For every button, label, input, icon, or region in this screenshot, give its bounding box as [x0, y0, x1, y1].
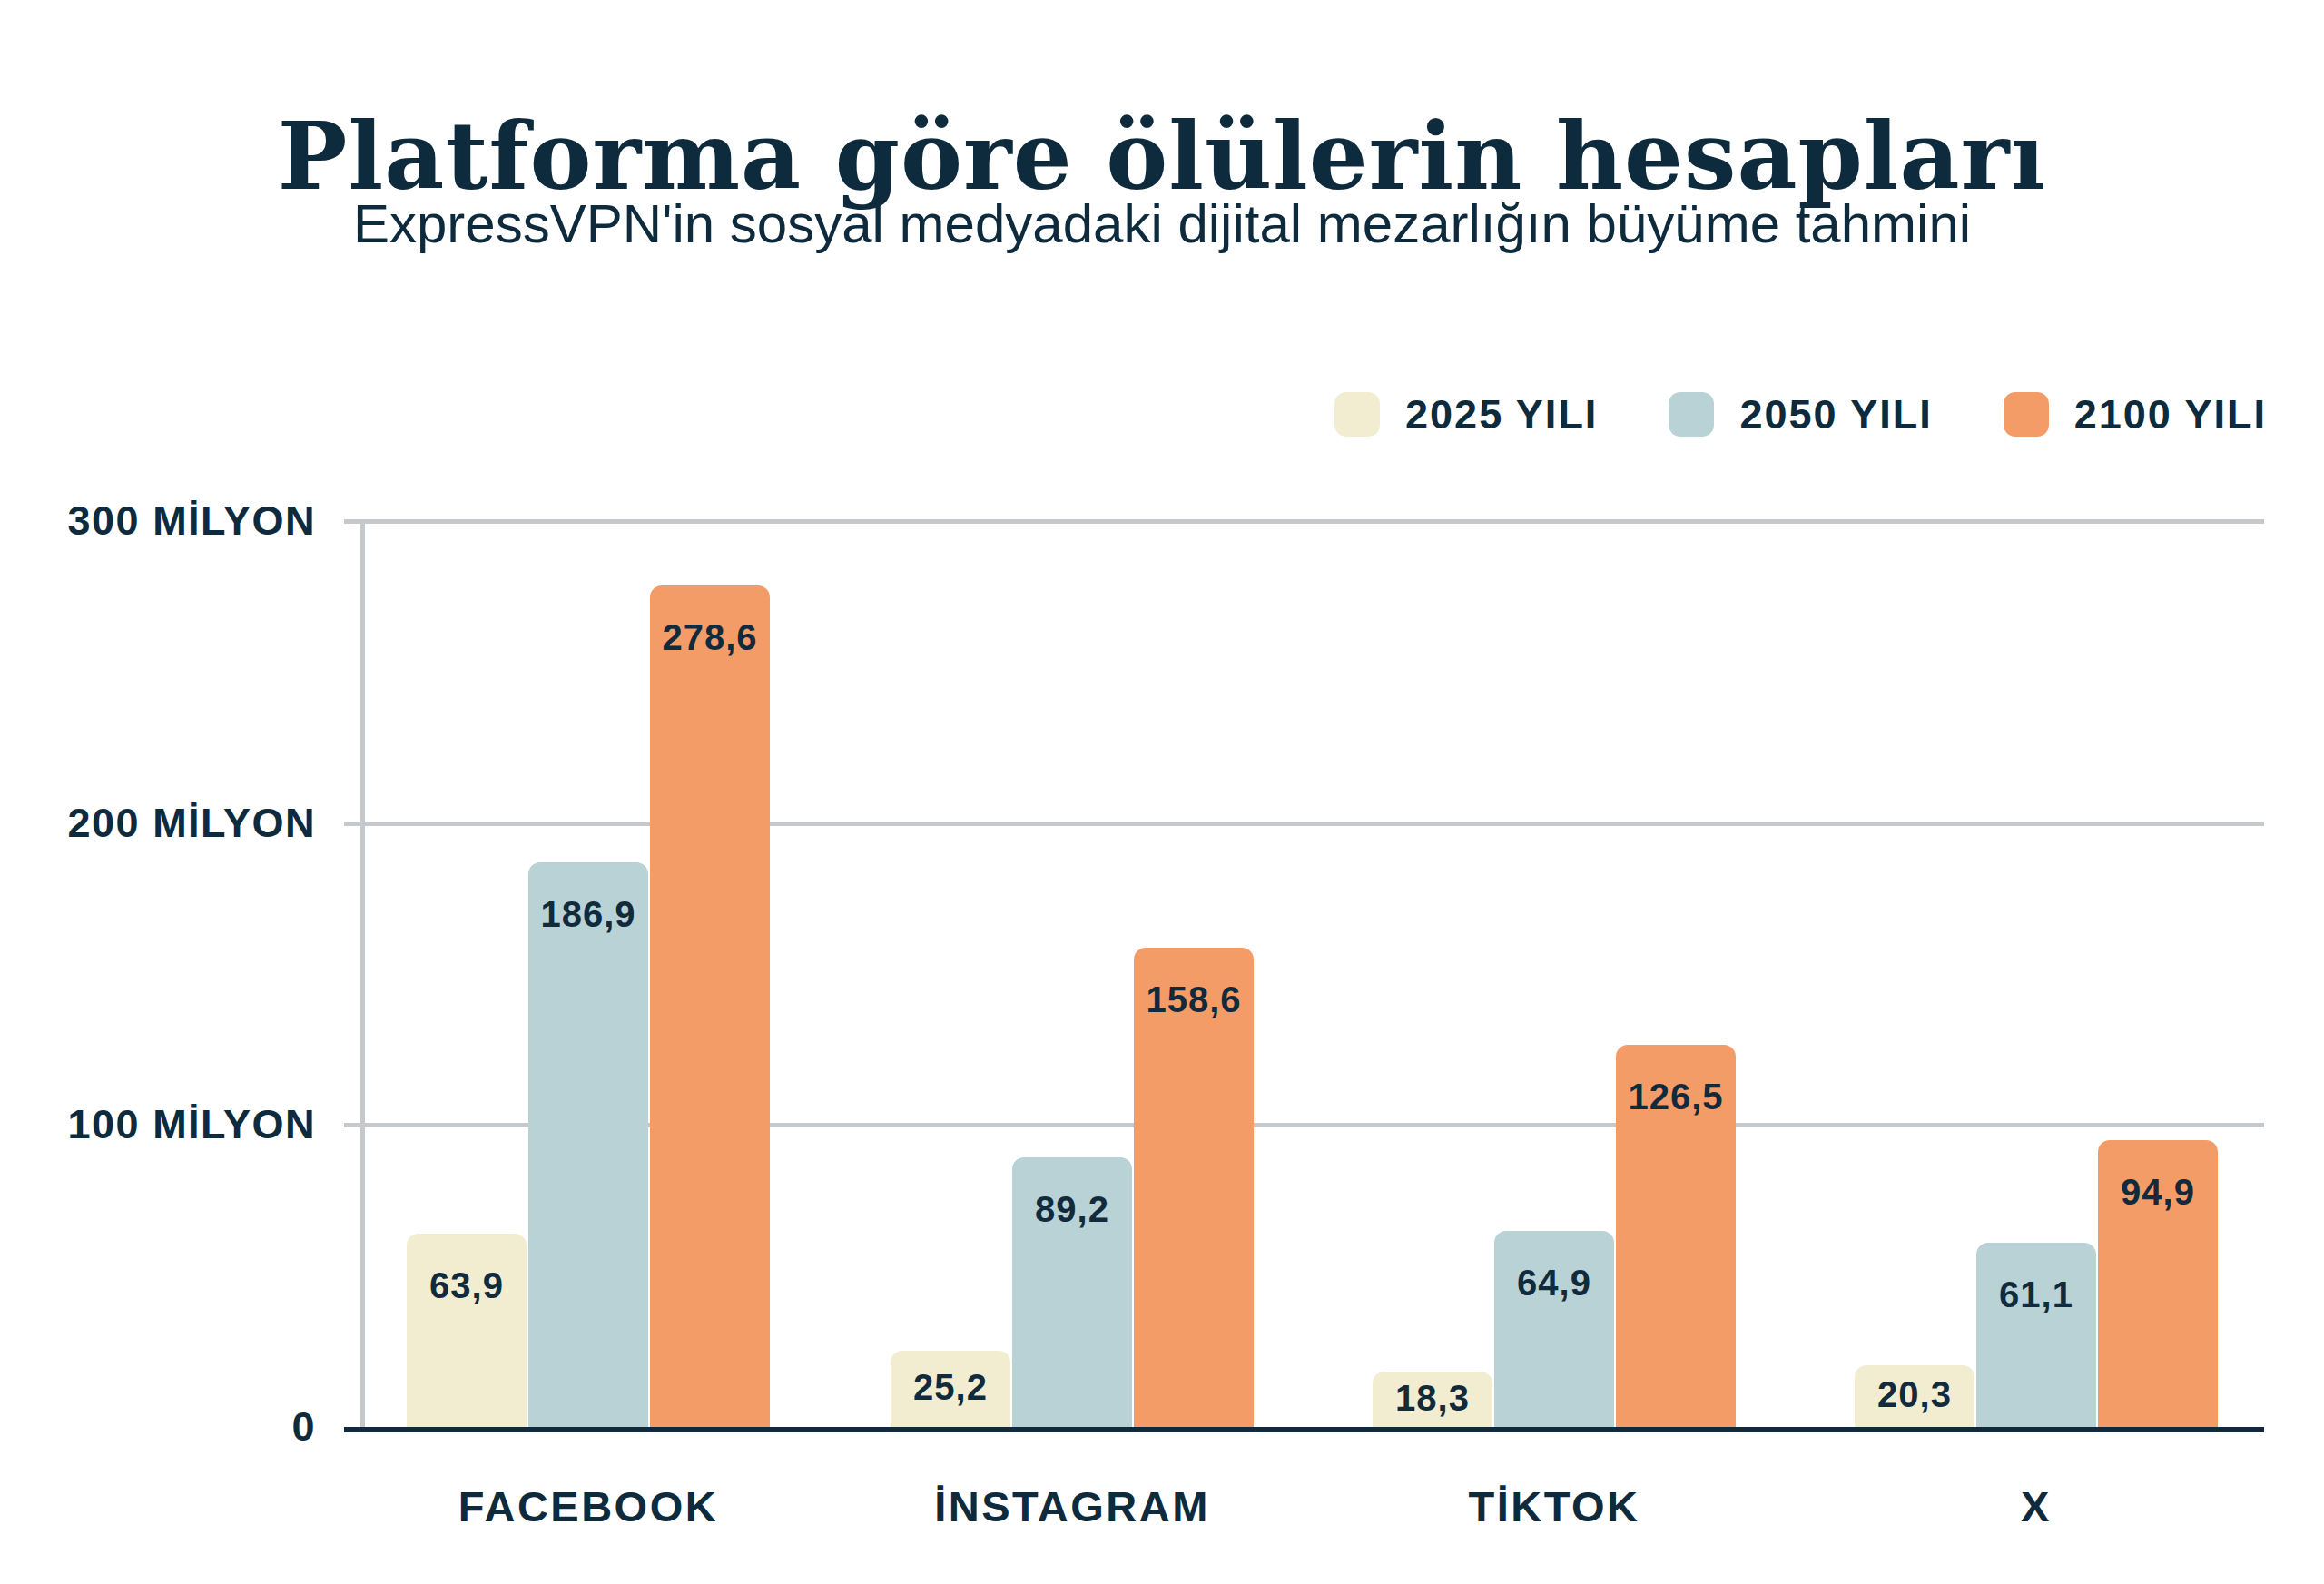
- bar-value-label: 126,5: [1616, 1078, 1736, 1115]
- gridline-200: [344, 822, 2264, 826]
- bar-value-label: 63,9: [407, 1267, 527, 1304]
- bar-2025-i̇nstagram: 25,2: [891, 1351, 1010, 1427]
- bar-value-label: 25,2: [891, 1369, 1010, 1405]
- bar-2025-ti̇ktok: 18,3: [1373, 1372, 1492, 1427]
- bar-2100-i̇nstagram: 158,6: [1134, 948, 1254, 1427]
- bar-2050-i̇nstagram: 89,2: [1012, 1157, 1132, 1427]
- bar-value-label: 186,9: [528, 896, 648, 932]
- bar-value-label: 158,6: [1134, 981, 1254, 1018]
- y-axis-tick-label: 100 MİLYON: [0, 1104, 316, 1146]
- bar-value-label: 18,3: [1373, 1380, 1492, 1416]
- x-axis-category-label: FACEBOOK: [458, 1485, 718, 1528]
- bar-value-label: 64,9: [1494, 1264, 1614, 1301]
- x-axis-category-label: X: [2021, 1485, 2052, 1528]
- bar-2025-x: 20,3: [1855, 1365, 1974, 1427]
- x-axis-category-label: İNSTAGRAM: [934, 1485, 1210, 1528]
- dead-accounts-by-platform-chart: Platforma göre ölülerin hesapları Expres…: [0, 0, 2324, 1584]
- bar-2100-x: 94,9: [2098, 1140, 2218, 1427]
- y-axis-tick-label: 300 MİLYON: [0, 500, 316, 542]
- y-axis-tick-label: 200 MİLYON: [0, 802, 316, 844]
- bar-value-label: 89,2: [1012, 1191, 1132, 1227]
- x-axis-category-label: TİKTOK: [1468, 1485, 1640, 1528]
- bar-value-label: 20,3: [1855, 1376, 1974, 1412]
- bar-2100-facebook: 278,6: [650, 585, 770, 1427]
- bar-2050-ti̇ktok: 64,9: [1494, 1231, 1614, 1427]
- bar-value-label: 278,6: [650, 619, 770, 655]
- bar-2050-facebook: 186,9: [528, 862, 648, 1427]
- y-axis-tick-label: 0: [0, 1406, 316, 1448]
- x-axis-baseline: [344, 1427, 2264, 1432]
- gridline-300: [344, 519, 2264, 524]
- bar-2100-ti̇ktok: 126,5: [1616, 1045, 1736, 1427]
- y-axis-line: [360, 521, 365, 1427]
- bar-2050-x: 61,1: [1976, 1243, 2096, 1427]
- bar-value-label: 61,1: [1976, 1276, 2096, 1313]
- plot-area: 300 MİLYON 200 MİLYON 100 MİLYON 0 63,9 186,9…: [0, 0, 2324, 1584]
- bar-2025-facebook: 63,9: [407, 1234, 527, 1427]
- bar-value-label: 94,9: [2098, 1174, 2218, 1210]
